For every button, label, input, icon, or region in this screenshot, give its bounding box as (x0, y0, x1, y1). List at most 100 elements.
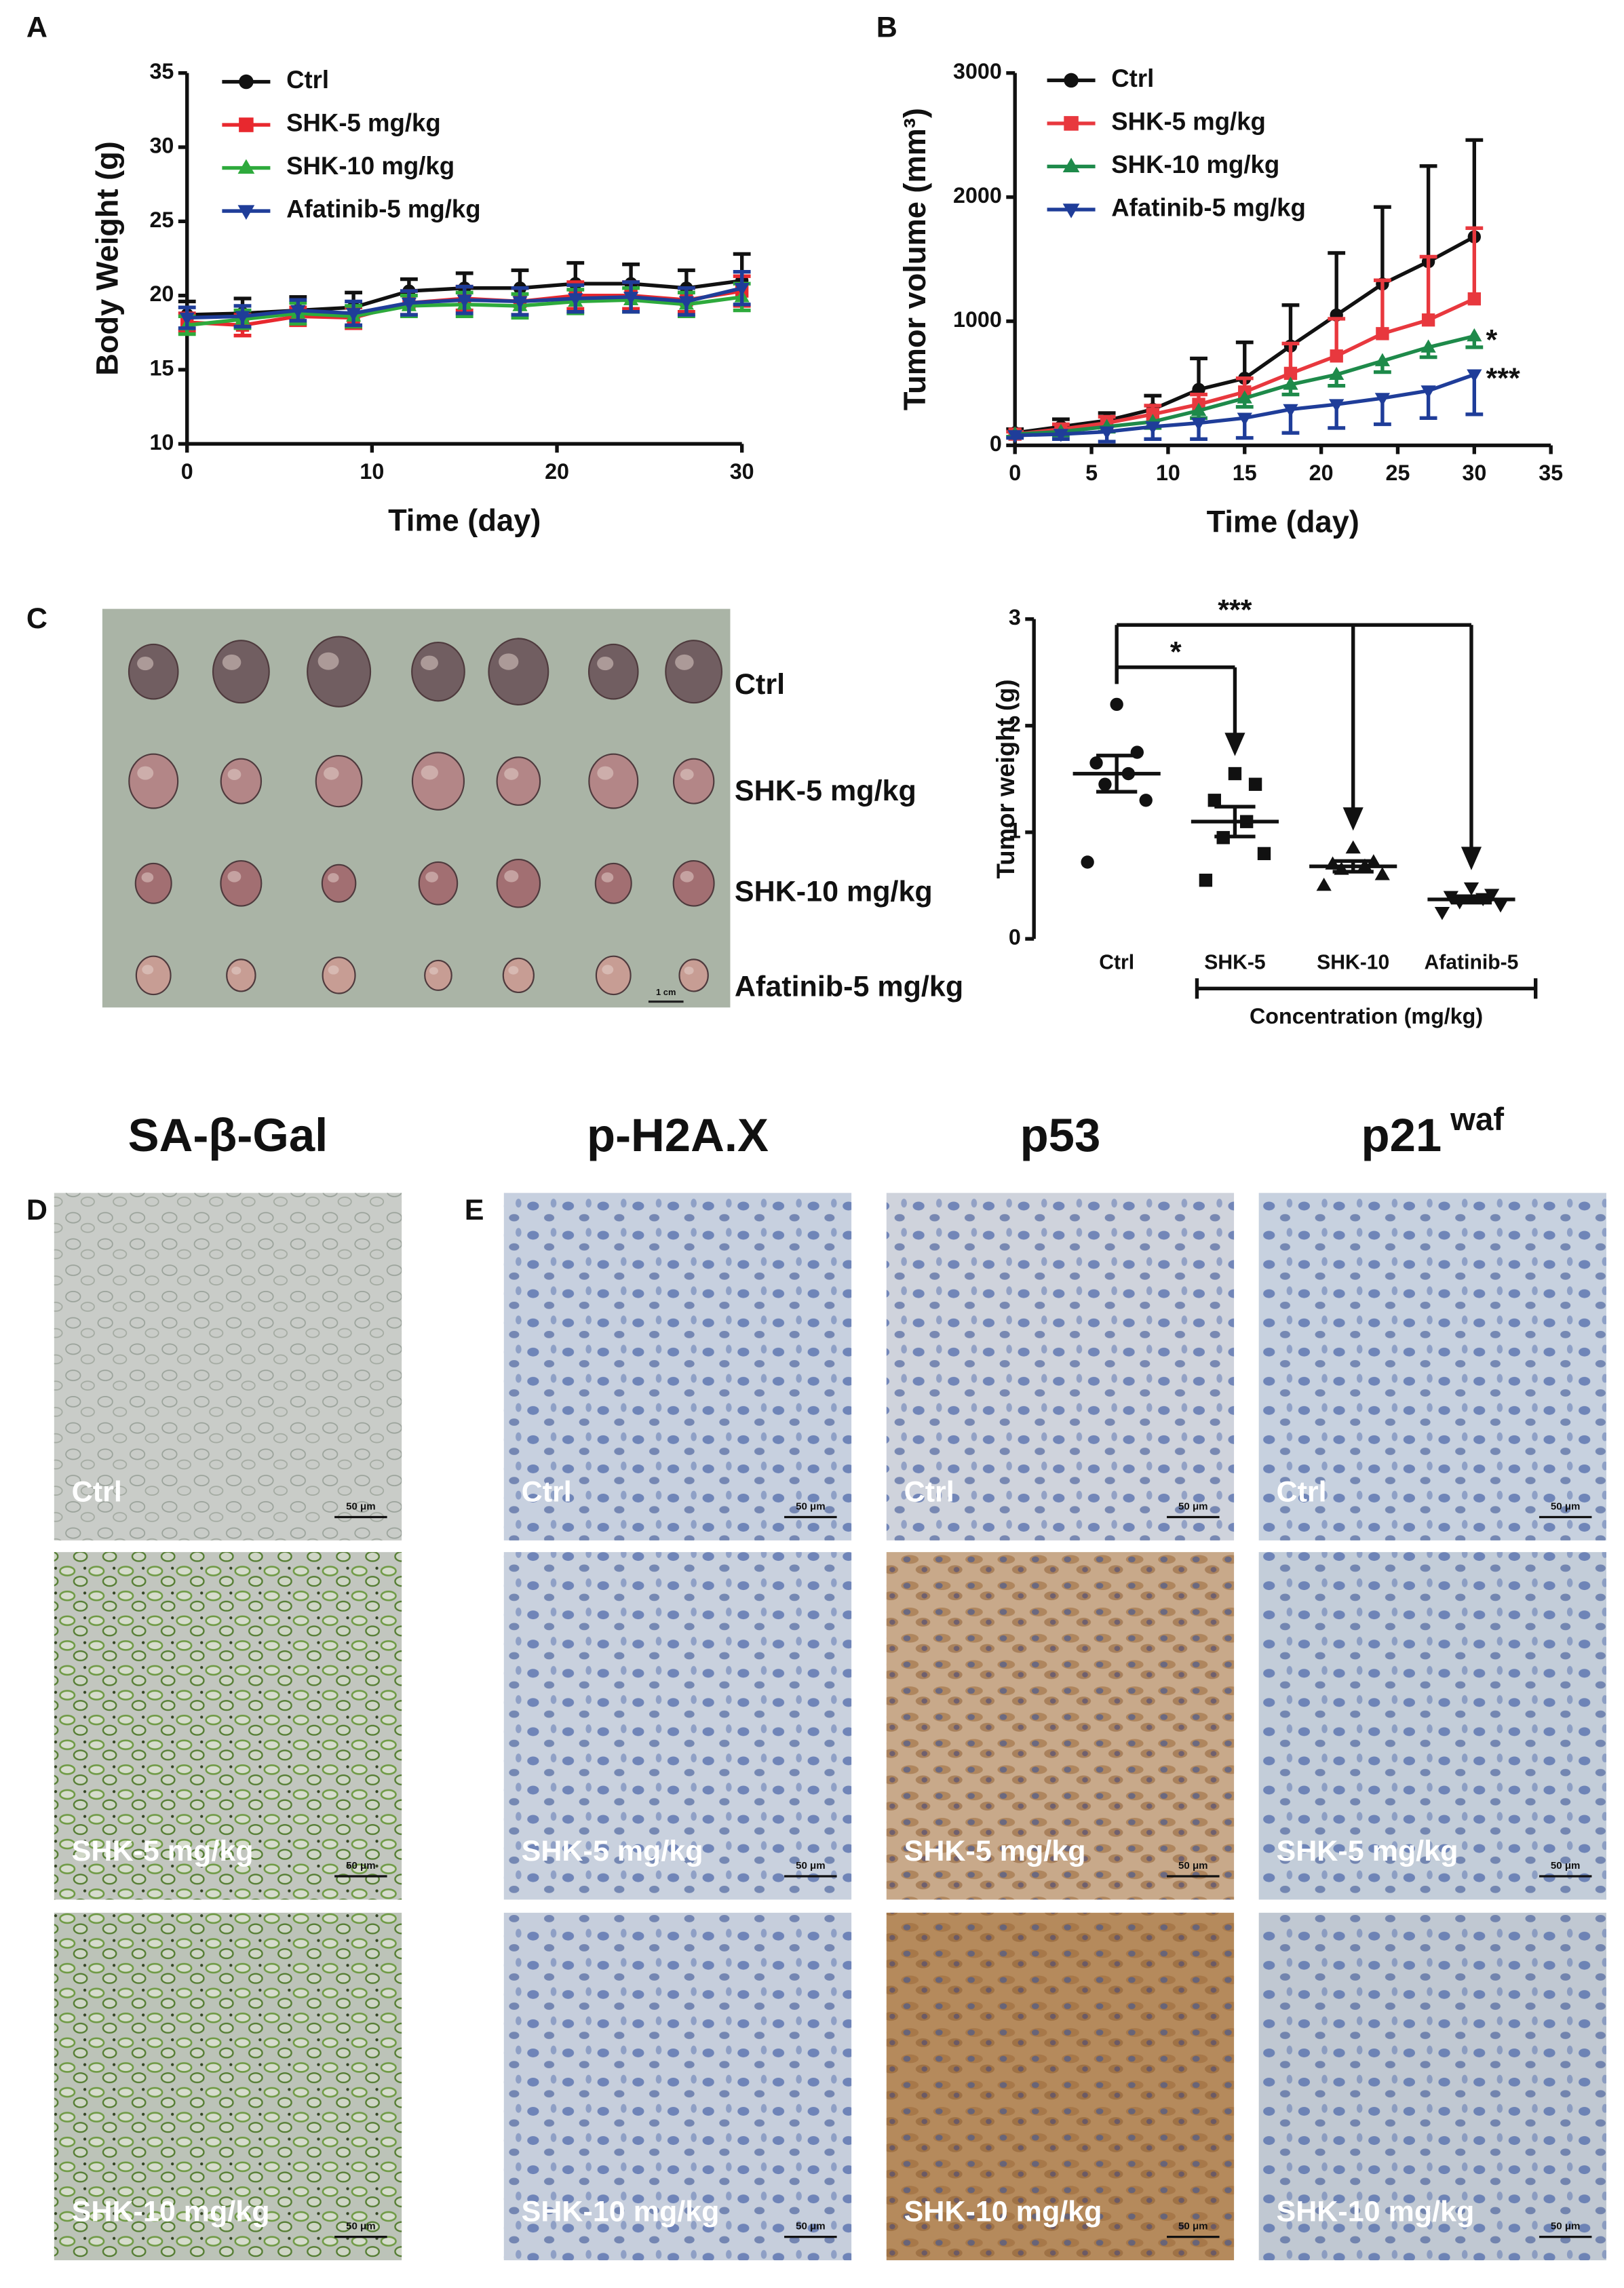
marker (179, 312, 195, 326)
scale-label: 50 μm (1551, 1500, 1581, 1512)
tumor (322, 956, 356, 994)
marker (1374, 393, 1391, 406)
x-axis-label: Time (day) (388, 503, 541, 538)
tumor (496, 756, 541, 806)
arrow-head (1224, 733, 1245, 756)
y-tick-label: 20 (149, 282, 174, 306)
tumor (411, 641, 465, 702)
micrograph-texture (1258, 1193, 1606, 1540)
tumor (595, 955, 632, 996)
panel-letter: A (26, 11, 47, 43)
legend-label: SHK-5 mg/kg (1111, 108, 1266, 136)
x-tick-label: Ctrl (1099, 952, 1134, 974)
marker (1283, 404, 1298, 418)
legend-label: SHK-10 mg/kg (286, 152, 455, 180)
micrograph-texture (503, 1552, 852, 1900)
x-tick-label: 5 (1085, 461, 1098, 485)
tumor (488, 638, 549, 706)
marker (1062, 157, 1080, 172)
marker (1098, 777, 1112, 791)
x-tick-label: Afatinib-5 (1425, 952, 1519, 974)
row-label: SHK-5 mg/kg (904, 1835, 1086, 1867)
x-tick-label: 0 (181, 459, 193, 484)
row-label: SHK-5 mg/kg (72, 1835, 254, 1867)
x-tick-label: 20 (545, 459, 569, 484)
marker (1237, 390, 1252, 404)
tumor (587, 643, 639, 700)
tumor (321, 864, 357, 903)
tumor-highlight (680, 870, 694, 883)
row-label: SHK-5 mg/kg (522, 1835, 703, 1867)
marker (239, 117, 254, 132)
marker (1421, 313, 1435, 327)
marker (1257, 847, 1271, 861)
marker (1191, 402, 1207, 416)
tumor (128, 643, 179, 700)
row-label: Ctrl (72, 1475, 122, 1508)
y-axis-label: Tumor weight (g) (992, 679, 1020, 878)
tumor-highlight (137, 766, 154, 780)
marker (1366, 854, 1381, 868)
scale-label: 50 μm (1178, 2221, 1208, 2232)
tumor-highlight (601, 872, 614, 883)
scale-label: 50 μm (796, 1500, 826, 1512)
x-tick-label: 10 (360, 459, 384, 484)
marker (1089, 756, 1103, 770)
column-title: p-H2A.X (587, 1109, 769, 1161)
tumor-highlight (421, 765, 438, 780)
marker (1283, 376, 1298, 390)
x-tick-label: 30 (1462, 461, 1486, 485)
legend-label: Afatinib-5 mg/kg (286, 195, 481, 223)
micrograph-texture (503, 1912, 852, 2261)
legend-label: Ctrl (1111, 64, 1154, 92)
y-axis-label: Tumor volume (mm³) (897, 108, 932, 410)
tumor (134, 862, 172, 904)
x-tick-label: 15 (1233, 461, 1257, 485)
panel-letter: C (26, 602, 47, 635)
tumor (315, 754, 363, 808)
scale-label: 50 μm (346, 1500, 376, 1512)
row-label: SHK-10 mg/kg (735, 876, 933, 908)
y-axis-label: Body Weight (g) (90, 141, 125, 376)
column-title: p53 (1020, 1109, 1101, 1161)
tumor-highlight (142, 965, 154, 975)
tumor-highlight (499, 653, 519, 670)
micrograph-texture (886, 1193, 1235, 1540)
x-tick-label: 20 (1309, 461, 1334, 485)
marker (1207, 794, 1221, 807)
row-label: SHK-10 mg/kg (1277, 2196, 1475, 2228)
group-label: Concentration (mg/kg) (1250, 1004, 1483, 1028)
annotation: * (1486, 324, 1498, 356)
tumor (672, 859, 715, 907)
scale-label: 50 μm (346, 2221, 376, 2232)
x-tick-label: 25 (1386, 461, 1410, 485)
marker (1248, 777, 1262, 791)
y-tick-label: 10 (149, 430, 174, 454)
micrograph-texture (54, 1912, 402, 2261)
marker (1053, 429, 1069, 442)
legend-label: Ctrl (286, 66, 329, 94)
y-tick-label: 0 (990, 431, 1002, 456)
marker (1228, 767, 1242, 781)
micrograph-texture (1258, 1912, 1606, 2261)
marker (1139, 794, 1153, 807)
scale-label: 50 μm (1178, 1500, 1208, 1512)
micrograph-texture (54, 1193, 402, 1540)
marker (1316, 877, 1332, 891)
superscript: waf (1450, 1102, 1504, 1138)
tumor (588, 753, 639, 809)
marker (1237, 412, 1252, 426)
marker (1062, 203, 1080, 218)
micrograph-texture (503, 1193, 852, 1540)
marker (1081, 855, 1094, 869)
y-tick-label: 0 (1009, 925, 1021, 950)
marker (678, 296, 695, 310)
x-tick-label: 30 (730, 459, 754, 484)
tumor-highlight (231, 966, 241, 975)
tumor (424, 959, 452, 991)
marker (1492, 899, 1509, 913)
column-title: p21 waf (1361, 1102, 1505, 1162)
marker (1330, 349, 1343, 363)
tumor-highlight (597, 766, 614, 780)
